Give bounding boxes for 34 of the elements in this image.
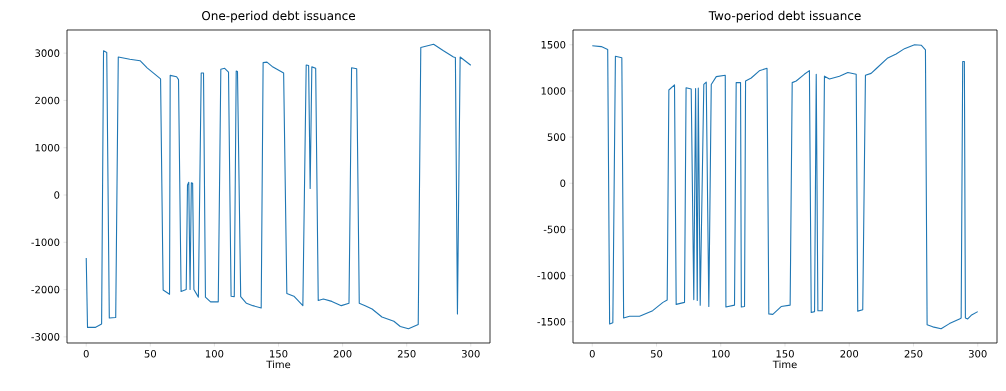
y-tick-label: 0 [54,191,60,199]
x-tick-label: 100 [712,350,730,358]
x-tick-label: 0 [589,350,595,358]
y-tick-label: -1000 [31,238,60,247]
x-tick-label: 0 [83,350,89,358]
x-tick-label: 50 [144,350,157,358]
line-series [85,43,472,330]
chart-title: Two-period debt issuance [708,10,861,23]
y-tick-label: 3000 [35,49,60,57]
x-axis-title: Time [266,360,291,369]
y-tick-label: -1000 [537,271,566,280]
y-tick-label: -2000 [31,285,60,294]
y-tick-label: 1000 [541,87,566,95]
x-tick-label: 300 [462,350,480,358]
x-axis-title: Time [772,360,797,369]
y-tick-label: 1500 [541,40,566,49]
x-tick-label: 100 [205,350,224,358]
x-tick-label: 300 [968,350,987,358]
y-tick-label: 500 [547,133,566,141]
y-tick-label: 1000 [35,143,60,152]
x-tick-label: 150 [776,350,794,358]
x-tick-label: 250 [397,350,416,358]
y-tick-label: -3000 [31,333,60,341]
x-tick-label: 150 [270,350,288,358]
x-tick-label: 50 [650,350,663,358]
y-tick-label: 0 [560,179,566,188]
y-tick-label: -1500 [537,317,566,326]
x-tick-label: 200 [333,350,352,358]
chart-title: One-period debt issuance [202,10,356,23]
y-tick-label: 2000 [35,96,60,105]
x-tick-label: 200 [840,350,859,358]
line-series [591,44,979,330]
x-tick-label: 250 [904,350,923,358]
y-tick-label: -500 [543,225,566,234]
